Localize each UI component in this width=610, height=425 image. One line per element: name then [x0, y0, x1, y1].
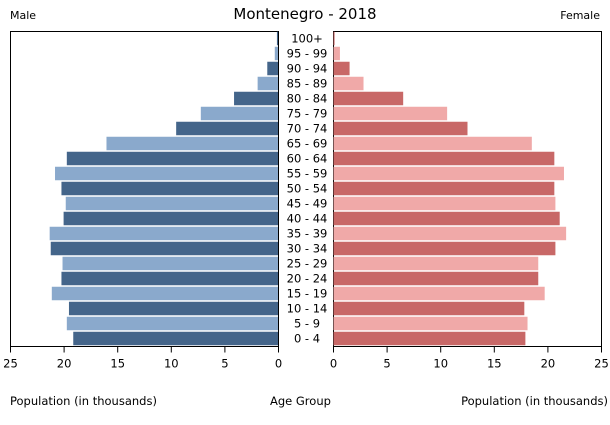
male-bar: [55, 166, 278, 181]
female-x-tick-label: 10: [433, 357, 448, 371]
male-plot-frame: [10, 31, 279, 347]
male-bar: [276, 31, 278, 46]
male-bar: [51, 286, 278, 301]
female-bar: [333, 271, 539, 286]
female-bar: [333, 196, 556, 211]
age-group-tick-label: 65 - 69: [287, 137, 328, 151]
age-group-tick-label: 85 - 89: [287, 77, 328, 91]
male-bar: [63, 211, 278, 226]
male-bar: [66, 151, 278, 166]
female-x-tick-label: 15: [487, 357, 502, 371]
male-bar: [68, 301, 279, 316]
age-group-tick-label: 50 - 54: [287, 182, 328, 196]
male-bar: [257, 76, 278, 91]
age-group-tick-label: 100+: [291, 32, 323, 46]
female-bar: [333, 136, 532, 151]
male-bar: [49, 226, 278, 241]
age-group-label: Age Group: [270, 394, 331, 408]
female-x-tick-label: 25: [594, 357, 609, 371]
age-group-tick-label: 80 - 84: [287, 92, 328, 106]
male-bar: [234, 91, 278, 106]
female-bar: [333, 256, 539, 271]
male-bar: [73, 331, 278, 346]
age-group-tick-label: 40 - 44: [287, 212, 328, 226]
male-bar: [106, 136, 278, 151]
female-label: Female: [560, 9, 600, 22]
female-x-tick-label: 20: [541, 357, 556, 371]
female-x-tick-label: 5: [383, 357, 390, 371]
age-group-tick-label: 55 - 59: [287, 167, 328, 181]
age-group-tick-label: 95 - 99: [287, 47, 328, 61]
male-bar: [66, 316, 278, 331]
age-group-tick-label: 45 - 49: [287, 197, 328, 211]
female-bar: [333, 31, 335, 46]
male-bar: [274, 46, 278, 61]
male-x-tick-label: 20: [57, 357, 72, 371]
female-bar: [333, 76, 364, 91]
male-x-tick-label: 0: [275, 357, 282, 371]
age-group-tick-label: 30 - 34: [287, 242, 328, 256]
male-bar: [62, 256, 278, 271]
male-x-tick-label: 25: [3, 357, 18, 371]
age-group-tick-label: 60 - 64: [287, 152, 328, 166]
age-group-tick-label: 35 - 39: [287, 227, 328, 241]
age-group-tick-label: 90 - 94: [287, 62, 328, 76]
male-bar: [176, 121, 278, 136]
female-bar: [333, 46, 340, 61]
female-bar: [333, 226, 567, 241]
female-bar: [333, 106, 448, 121]
age-group-tick-label: 5 - 9: [294, 317, 320, 331]
male-bar: [65, 196, 278, 211]
male-bar: [61, 181, 279, 196]
female-bar: [333, 91, 404, 106]
female-bar: [333, 316, 528, 331]
male-bar: [200, 106, 278, 121]
male-bar: [50, 241, 279, 256]
male-label: Male: [10, 9, 37, 22]
age-group-tick-label: 25 - 29: [287, 257, 328, 271]
male-x-tick-label: 5: [221, 357, 228, 371]
female-bar: [333, 166, 564, 181]
female-bar: [333, 121, 468, 136]
female-bar: [333, 151, 555, 166]
female-bar: [333, 211, 560, 226]
age-group-tick-label: 75 - 79: [287, 107, 328, 121]
female-bar: [333, 181, 555, 196]
male-x-tick-label: 10: [164, 357, 179, 371]
male-bar: [267, 61, 278, 76]
female-bar: [333, 241, 556, 256]
female-bar: [333, 286, 545, 301]
age-group-tick-label: 0 - 4: [294, 332, 320, 346]
female-x-tick-label: 0: [330, 357, 337, 371]
male-x-tick-label: 15: [110, 357, 125, 371]
age-group-tick-label: 20 - 24: [287, 272, 328, 286]
female-bar: [333, 301, 525, 316]
chart-title: Montenegro - 2018: [233, 5, 377, 23]
age-group-tick-label: 10 - 14: [287, 302, 328, 316]
male-bar: [61, 271, 279, 286]
x-axis-label-female: Population (in thousands): [461, 394, 608, 408]
age-group-tick-label: 70 - 74: [287, 122, 328, 136]
female-bar: [333, 331, 526, 346]
x-axis-label-male: Population (in thousands): [10, 394, 157, 408]
age-group-tick-label: 15 - 19: [287, 287, 328, 301]
female-bar: [333, 61, 350, 76]
